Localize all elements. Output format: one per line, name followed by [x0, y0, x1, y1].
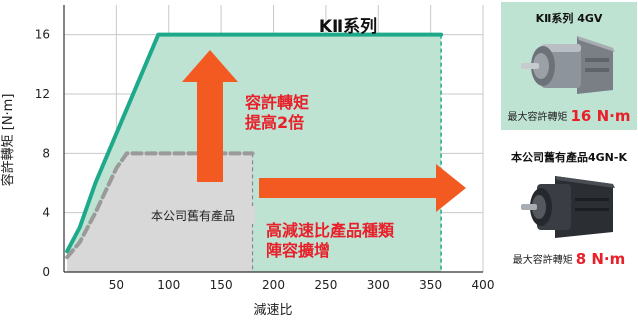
series-label-legacy: 本公司舊有產品: [151, 208, 235, 223]
x-tick-label: 150: [210, 278, 233, 292]
product-title-legacy: 本公司舊有產品4GN-K: [511, 151, 627, 164]
product-value-legacy: 8 N·m: [575, 249, 626, 268]
x-tick-label: 200: [262, 278, 285, 292]
annotation-up-line1: 容許轉矩: [244, 93, 309, 112]
series-line-0: [65, 32, 444, 254]
annotation-right-line2: 陣容擴增: [266, 241, 330, 260]
series-line-1: [65, 151, 255, 260]
tick-labels: 50 100 150 200 250 300 350 400 0 4 8 12 16: [35, 28, 495, 292]
y-tick-label: 12: [35, 87, 50, 101]
axes: [63, 5, 483, 273]
product-caption-kii: 最大容許轉矩 16 N·m: [501, 105, 637, 125]
x-tick-label: 100: [157, 278, 180, 292]
arrow-up: [182, 50, 238, 182]
x-tick-label: 350: [419, 278, 442, 292]
y-tick-label: 8: [42, 146, 50, 160]
arrow-right: [259, 164, 466, 212]
series-label-kii: KⅡ系列: [319, 16, 377, 37]
annotation-up-line2: 提高2倍: [245, 113, 304, 132]
x-tick-label: 250: [314, 278, 337, 292]
annotation-arrows: [182, 50, 466, 212]
x-tick-label: 50: [109, 278, 124, 292]
x-tick-label: 400: [472, 278, 495, 292]
y-axis-label: 容許轉矩 [N·m]: [0, 94, 16, 187]
product-value-kii: 16 N·m: [570, 106, 631, 125]
motor-image-legacy: [521, 176, 615, 238]
x-tick-label: 300: [367, 278, 390, 292]
product-caption-label-kii: 最大容許轉矩: [507, 112, 568, 123]
legacy-label-bg: [131, 206, 255, 224]
product-caption-label-legacy: 最大容許轉矩: [512, 255, 573, 266]
y-tick-label: 16: [35, 28, 50, 42]
x-axis-label: 減速比: [253, 302, 292, 318]
y-tick-label: 4: [42, 206, 50, 220]
product-panel-legacy: 本公司舊有產品4GN-K 最大容許轉矩 8 N·m: [501, 146, 637, 271]
product-title-kii: KⅡ系列 4GV: [535, 12, 603, 25]
motor-image-kii: [521, 36, 615, 94]
product-caption-legacy: 最大容許轉矩 8 N·m: [501, 248, 637, 268]
y-tick-label: 0: [42, 265, 50, 279]
annotation-right-line1: 高減速比產品種類: [266, 221, 395, 240]
product-panel-kii: KⅡ系列 4GV 最大容許轉矩 16 N·m: [501, 2, 637, 130]
series-lines: [65, 32, 444, 260]
